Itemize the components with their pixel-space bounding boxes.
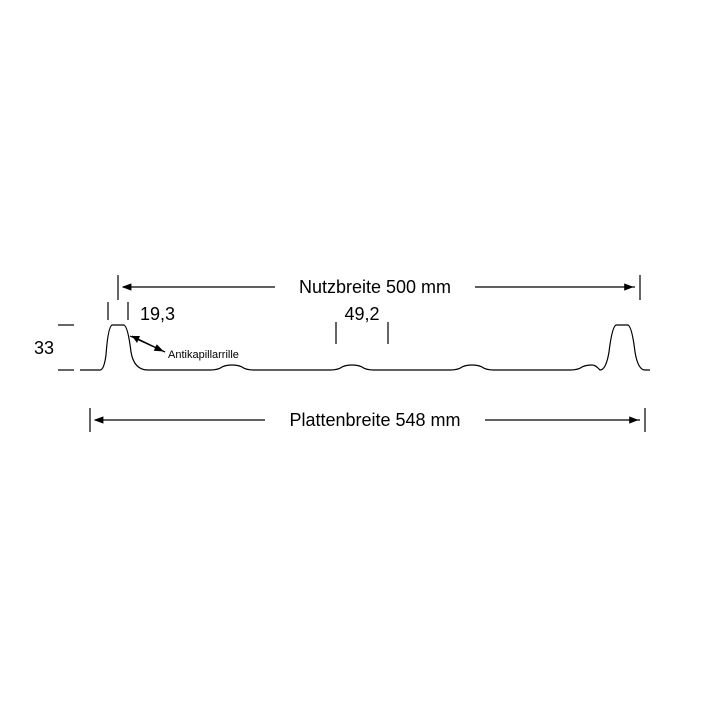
label-seam-width: 19,3 bbox=[140, 304, 175, 324]
dim-plattenbreite: Plattenbreite 548 mm bbox=[90, 408, 645, 432]
dim-rib-width: 49,2 bbox=[336, 304, 388, 344]
cross-section-diagram: Nutzbreite 500 mm 19,3 49,2 33 Antikapil… bbox=[0, 0, 725, 725]
dim-height: 33 bbox=[34, 325, 74, 370]
dim-seam-width: 19,3 bbox=[108, 302, 175, 324]
label-plattenbreite: Plattenbreite 548 mm bbox=[289, 410, 460, 430]
profile-outline bbox=[80, 325, 650, 370]
label-nutzbreite: Nutzbreite 500 mm bbox=[299, 277, 451, 297]
label-antikapillar: Antikapillarrille bbox=[168, 349, 239, 361]
label-rib-width: 49,2 bbox=[344, 304, 379, 324]
dim-nutzbreite: Nutzbreite 500 mm bbox=[118, 275, 640, 300]
label-height: 33 bbox=[34, 338, 54, 358]
